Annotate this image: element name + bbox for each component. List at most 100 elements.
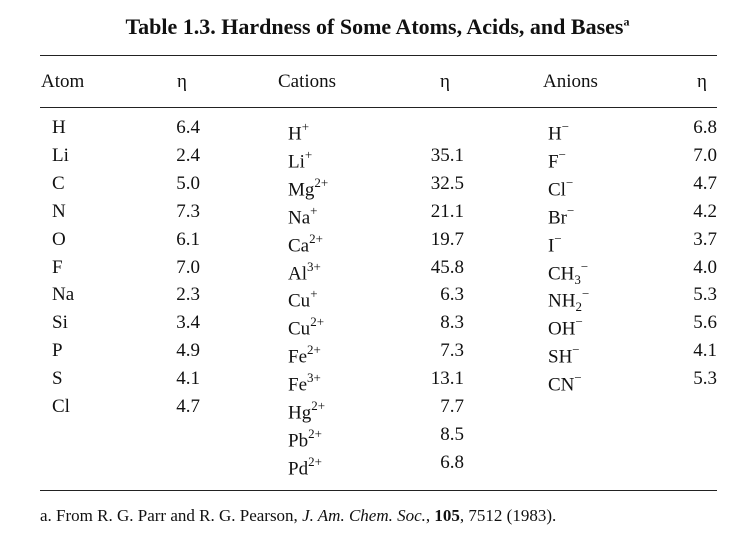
anions-base: I [548, 234, 555, 256]
cations-charge: + [310, 286, 318, 302]
anions-subscript: 3 [574, 271, 581, 287]
header-rule [40, 107, 717, 108]
atom-symbol: S [52, 368, 63, 390]
cations-species: Pd2+ [288, 452, 322, 480]
atom-symbol: O [52, 228, 66, 250]
atom-symbol: F [52, 256, 63, 278]
cations-base: Pd [288, 458, 309, 480]
footnote-authors: a. From R. G. Parr and R. G. Pearson, [40, 506, 303, 525]
cations-base: Fe [288, 374, 307, 396]
header-eta-anion: η [697, 71, 707, 92]
anions-hardness: 3.7 [693, 228, 717, 250]
anions-charge: − [554, 230, 562, 246]
anions-species: SH− [548, 340, 580, 368]
footnote-pages-year: , 7512 (1983). [459, 506, 557, 525]
anions-species: NH2− [548, 284, 589, 318]
cations-charge: + [310, 202, 318, 218]
cations-hardness: 32.5 [430, 172, 464, 194]
cations-charge: 2+ [307, 342, 321, 358]
anions-base: Br [548, 207, 567, 229]
anions-species: H− [548, 117, 569, 145]
atom-hardness: 6.4 [176, 117, 200, 138]
cations-charge: 2+ [310, 314, 325, 330]
cations-hardness: 7.7 [440, 396, 464, 417]
cations-base: Fe [288, 346, 307, 368]
cations-species: Fe3+ [288, 368, 321, 396]
atom-hardness: 2.3 [176, 284, 200, 306]
cations-species: Mg2+ [288, 173, 328, 201]
cations-charge: + [301, 119, 310, 134]
atom-symbol: H [52, 117, 66, 138]
atom-hardness: 4.1 [176, 368, 200, 390]
title-text: Table 1.3. Hardness of Some Atoms, Acids… [125, 14, 624, 39]
atom-symbol: Na [52, 284, 75, 306]
anions-hardness: 7.0 [693, 144, 717, 166]
atom-hardness: 4.7 [176, 396, 200, 417]
cations-base: Cu [288, 318, 311, 340]
footnote-journal: J. Am. Chem. Soc. [302, 506, 426, 525]
atom-symbol: P [52, 340, 63, 362]
footnote-mark: a [623, 14, 630, 29]
cations-hardness: 8.3 [440, 312, 464, 334]
cations-hardness: 19.7 [430, 228, 464, 250]
cations-charge: 3+ [307, 258, 321, 274]
anions-charge: − [575, 314, 583, 330]
header-eta-atom: η [177, 71, 187, 92]
anions-species: Br− [548, 201, 574, 229]
cations-hardness: 6.3 [440, 284, 464, 306]
cations-species: Na+ [288, 201, 318, 229]
anions-base: CN [548, 374, 575, 396]
atom-symbol: C [52, 172, 65, 194]
cations-species: Cu+ [288, 284, 318, 312]
cations-species: H+ [288, 117, 309, 145]
atom-hardness: 3.4 [176, 312, 200, 334]
cations-charge: 3+ [307, 370, 321, 386]
atom-hardness: 7.0 [176, 256, 200, 278]
header-cations: Cations [278, 71, 337, 92]
anions-charge: − [580, 258, 589, 274]
top-rule [40, 55, 717, 56]
atom-symbol: Si [52, 312, 68, 334]
cations-hardness: 13.1 [430, 368, 464, 390]
anions-base: F [548, 151, 559, 173]
cations-base: H [288, 123, 302, 145]
cations-base: Cu [288, 290, 311, 312]
cations-base: Al [288, 262, 307, 284]
cations-species: Al3+ [288, 257, 321, 285]
anions-species: CN− [548, 368, 582, 396]
anions-charge: − [561, 119, 570, 134]
anions-charge: − [565, 174, 574, 190]
cations-species: Fe2+ [288, 340, 321, 368]
anions-hardness: 6.8 [693, 117, 717, 138]
cations-hardness: 6.8 [440, 451, 464, 473]
anions-hardness: 4.0 [693, 256, 717, 278]
table-title: Table 1.3. Hardness of Some Atoms, Acids… [0, 14, 755, 40]
anions-charge: − [581, 286, 590, 302]
header-anions: Anions [543, 71, 598, 92]
atom-hardness: 6.1 [176, 228, 200, 250]
anions-species: Cl− [548, 173, 573, 201]
anions-charge: − [567, 202, 575, 218]
anions-base: NH [548, 290, 576, 312]
anions-species: OH− [548, 312, 583, 340]
cations-base: Pb [288, 430, 309, 452]
header-atom: Atom [41, 71, 85, 92]
cations-species: Cu2+ [288, 312, 324, 340]
anions-species: I− [548, 229, 562, 257]
anions-species: F− [548, 145, 566, 173]
anions-hardness: 5.3 [693, 368, 717, 390]
cations-charge: 2+ [308, 453, 322, 469]
anions-base: SH [548, 346, 573, 368]
cations-base: Na [288, 207, 311, 229]
anions-charge: − [574, 370, 582, 386]
atom-symbol: N [52, 200, 66, 222]
anions-base: Cl [548, 179, 566, 201]
cations-hardness: 8.5 [440, 423, 464, 445]
anions-hardness: 5.6 [693, 312, 717, 334]
anions-base: CH [548, 262, 575, 284]
atom-hardness: 7.3 [176, 200, 200, 222]
cations-hardness: 21.1 [430, 200, 464, 222]
anions-base: OH [548, 318, 576, 340]
cations-base: Mg [288, 179, 315, 201]
anions-subscript: 2 [575, 299, 582, 315]
